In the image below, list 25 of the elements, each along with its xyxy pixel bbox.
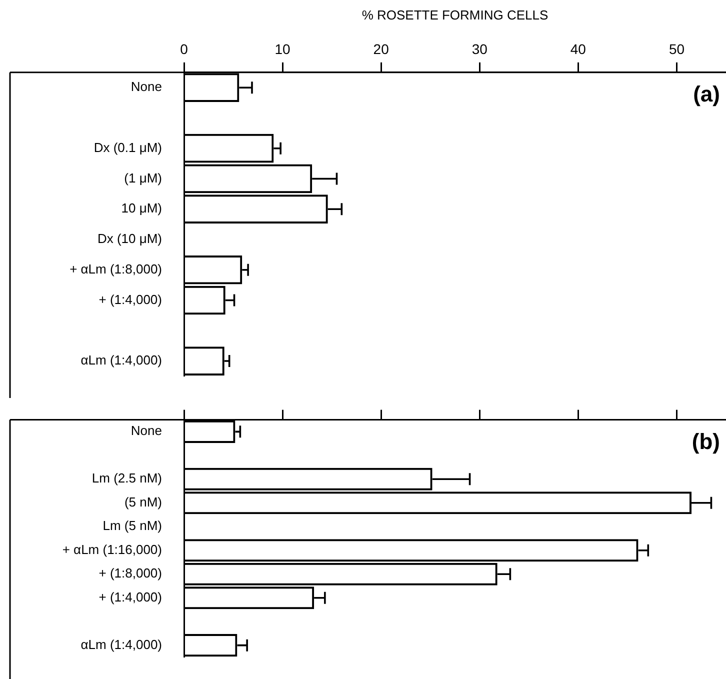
x-tick-label: 30 [472, 40, 488, 57]
y-tick-label: Dx (10 μM) [97, 231, 162, 246]
x-tick-label: 0 [180, 40, 188, 57]
annotation: (b) [692, 428, 720, 454]
y-tick-label: 10 μM) [121, 200, 162, 216]
y-tick-label: (1 μM) [124, 170, 162, 186]
y-tick-label: Lm (2.5 nM) [92, 470, 162, 486]
y-tick-label: αLm (1:4,000) [80, 636, 162, 652]
annotation: (a) [693, 81, 720, 106]
y-tick-label: Lm (5 nM) [102, 518, 162, 534]
x-tick-label: 50 [668, 40, 685, 57]
y-tick-label: + αLm (1:16,000) [62, 542, 162, 557]
y-tick-label: + (1:8,000) [98, 566, 162, 581]
x-tick-label: 20 [373, 40, 390, 57]
x-tick-label: 40 [570, 40, 586, 57]
x-axis-title: % ROSETTE FORMING CELLS [362, 7, 548, 22]
y-tick-label: None [130, 79, 162, 94]
y-tick-label: αLm (1:4,000) [80, 352, 162, 368]
y-tick-label: None [130, 423, 162, 438]
y-tick-label: + αLm (1:8,000) [70, 261, 162, 276]
y-tick-label: + (1:4,000) [98, 292, 162, 307]
y-tick-label: + (1:4,000) [98, 589, 162, 604]
y-tick-label: (5 nM) [124, 494, 162, 510]
y-tick-label: Dx (0.1 μM) [94, 140, 162, 155]
x-tick-label: 10 [274, 40, 291, 57]
